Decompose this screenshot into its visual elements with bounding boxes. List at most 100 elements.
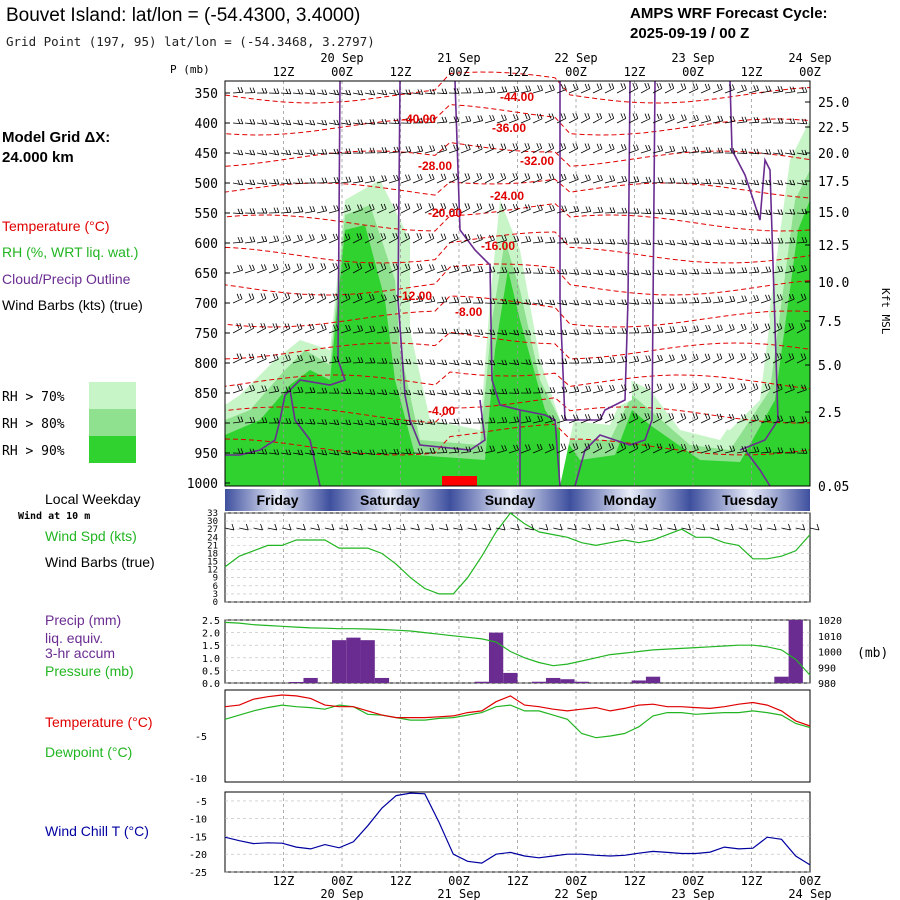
wind-barb	[424, 150, 435, 154]
wind-barb	[688, 358, 699, 364]
wind-barb-flag	[336, 324, 339, 330]
wind-barb-flag	[477, 417, 481, 424]
wind-barb	[616, 272, 627, 276]
wind-barb-flag	[693, 178, 697, 184]
wind-barb-flag	[300, 119, 304, 126]
wind-barb-flag	[800, 353, 804, 359]
wind-barb	[520, 302, 531, 305]
wind-barb-flag	[576, 358, 580, 364]
wind-barb-flag	[500, 173, 504, 179]
wind-barb	[328, 92, 339, 96]
wind-barb	[772, 420, 783, 424]
wind-barb-flag	[656, 383, 660, 389]
wind-barb-flag	[300, 178, 304, 184]
wind-barb-flag	[480, 87, 484, 93]
wind-barb-flag	[404, 203, 408, 209]
wind-barb	[604, 212, 616, 214]
wind-barb-flag	[744, 116, 748, 122]
wind-barb	[328, 329, 339, 334]
wind-barb-flag	[429, 419, 433, 425]
wind-barb-flag	[309, 418, 313, 425]
wind-barb	[628, 149, 639, 154]
temperature-contour	[224, 71, 811, 104]
wind-barb-flag	[371, 233, 375, 239]
pressure-tick-label: 1000	[818, 648, 842, 659]
surface-wind-barb	[595, 527, 606, 531]
wind-barb	[688, 212, 699, 216]
wind-barb-flag	[429, 389, 433, 396]
wind-barb-flag	[405, 89, 409, 95]
wind-barb	[616, 180, 627, 184]
wind-barb-flag	[309, 355, 313, 361]
wind-barb-flag	[444, 389, 448, 396]
surface-wind-barb-flag	[673, 523, 677, 531]
wind-barb	[532, 209, 543, 214]
wind-barb	[436, 332, 448, 334]
wind-barb	[580, 447, 591, 454]
wind-barb-flag	[729, 116, 733, 122]
wind-barb-flag	[683, 83, 687, 89]
wind-barb-flag	[804, 384, 807, 390]
wind-barb-flag	[237, 179, 241, 185]
temperature-contour	[224, 371, 811, 390]
wind-barb-flag	[501, 359, 505, 366]
wind-barb-flag	[468, 418, 472, 424]
wind-barb-flag	[456, 265, 460, 271]
wind-barb-flag	[501, 298, 505, 304]
wind-barb-flag	[332, 263, 336, 269]
wind-barb-flag	[599, 83, 603, 89]
surface-wind-barb	[496, 527, 506, 531]
wind-barb-flag	[416, 203, 420, 209]
wind-barb	[604, 180, 615, 184]
wind-barb	[604, 418, 615, 424]
surface-wind-barb-flag	[716, 523, 720, 531]
surface-wind-barb	[253, 527, 263, 531]
wind-barb-flag	[297, 119, 301, 126]
wind-barb	[388, 299, 399, 304]
wind-barb-flag	[801, 118, 805, 124]
wind-barb-flag	[297, 149, 301, 155]
wind-barb-flag	[597, 206, 601, 213]
wind-barb-flag	[660, 177, 664, 183]
wind-barb	[616, 87, 627, 94]
wind-barb-flag	[381, 118, 385, 125]
wind-barb-flag	[444, 296, 448, 302]
wind-barb-flag	[441, 296, 445, 302]
pressure-tick-label: 550	[195, 207, 218, 222]
wind-barb-flag	[744, 267, 748, 273]
surface-wind-barb	[239, 527, 249, 531]
wind-barb	[640, 87, 650, 94]
wind-barb-flag	[480, 297, 484, 304]
wind-barb	[724, 329, 735, 334]
wind-barb-flag	[804, 448, 808, 454]
wind-barb-flag	[405, 174, 408, 180]
wind-barb	[352, 422, 363, 426]
precip-bar	[788, 620, 803, 683]
precip-tick-label: 2.5	[202, 616, 220, 627]
wind-barb-flag	[284, 323, 288, 329]
wind-barb-flag	[441, 359, 445, 365]
wind-barb-flag	[777, 266, 781, 272]
rh70-swatch	[89, 382, 136, 409]
wind-barb-flag	[717, 445, 720, 451]
wind-barb	[316, 122, 327, 126]
wind-barb-flag	[743, 414, 747, 420]
wind-barb-flag	[803, 353, 807, 359]
wind-barb-flag	[249, 264, 252, 270]
wind-barb-flag	[512, 173, 516, 179]
wind-barb	[736, 152, 748, 154]
wind-barb-flag	[800, 323, 804, 329]
wind-barb	[568, 88, 579, 94]
wind-barb-flag	[489, 329, 493, 335]
wind-barb-flag	[240, 179, 244, 185]
wind-barb-flag	[348, 388, 352, 394]
wind-barb-flag	[732, 147, 736, 154]
wind-barb	[628, 272, 639, 276]
wind-barb	[448, 207, 458, 214]
wind-barb-flag	[753, 295, 756, 301]
wind-barb-flag	[608, 413, 612, 419]
wind-barb-flag	[656, 113, 660, 120]
wind-barb-flag	[477, 446, 481, 452]
wind-barb-flag	[336, 356, 340, 362]
wind-barb	[736, 89, 747, 94]
